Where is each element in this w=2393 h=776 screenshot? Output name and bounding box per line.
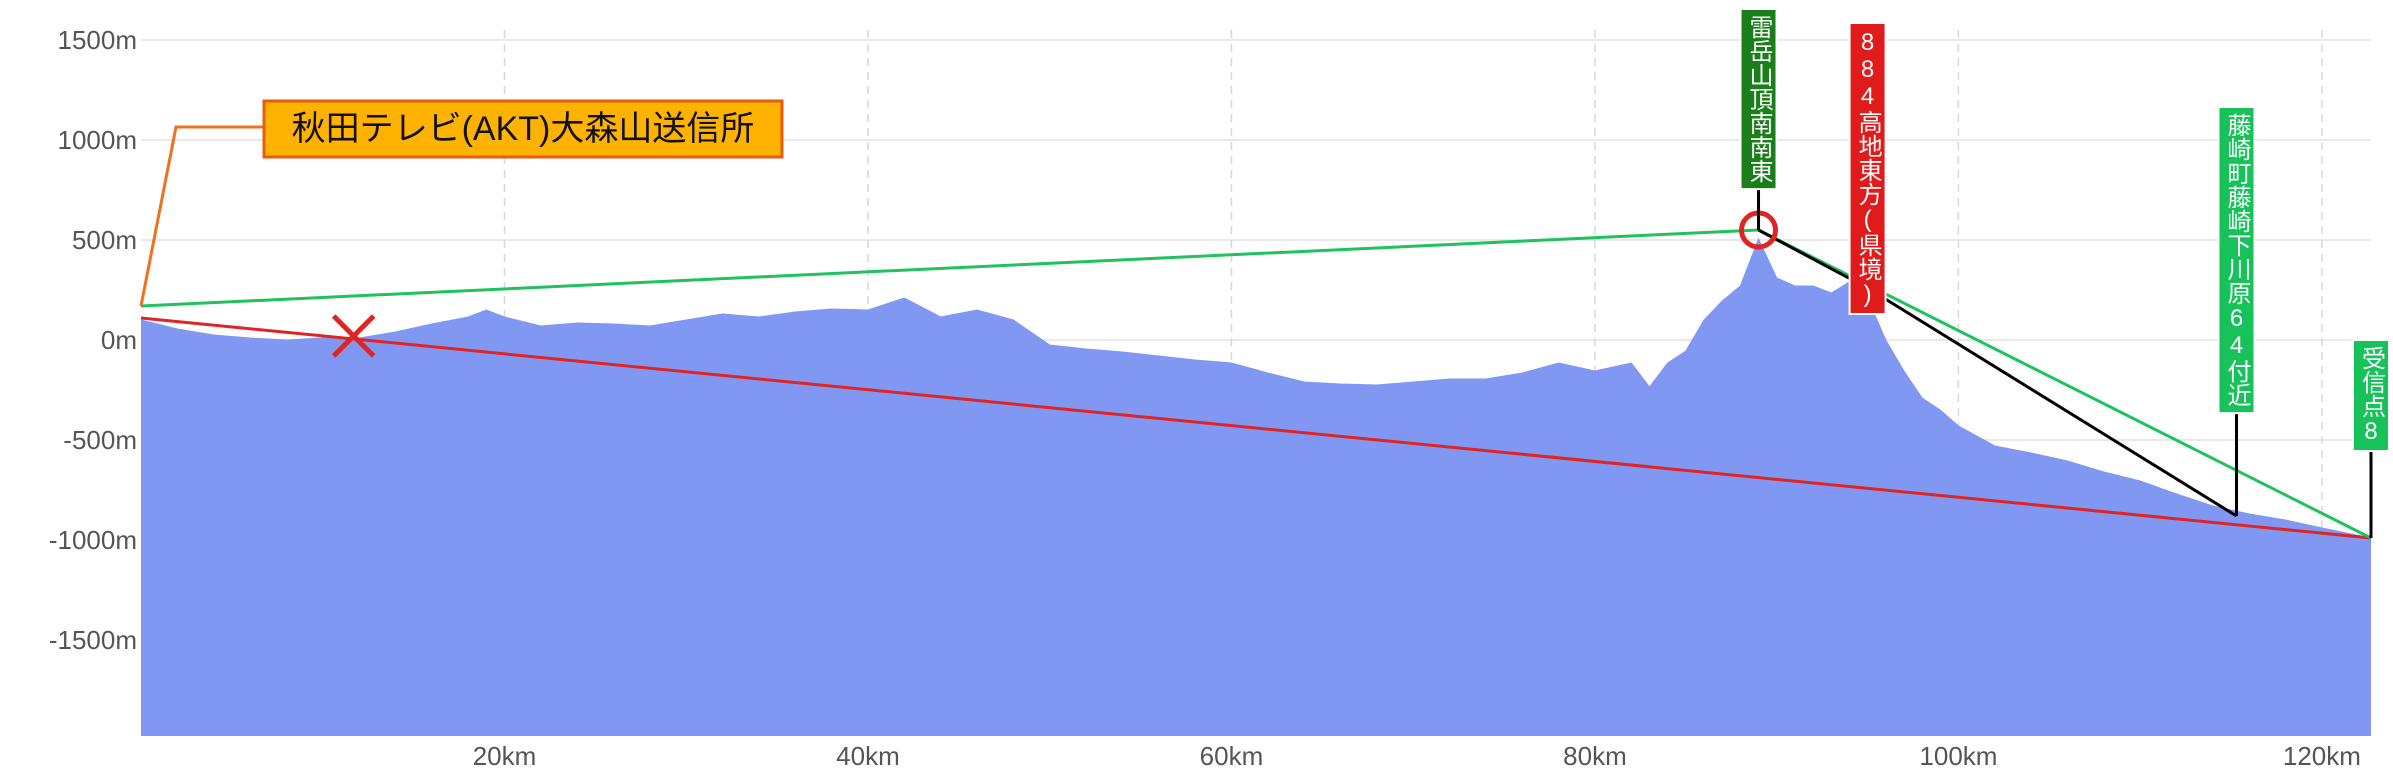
x-tick-label: 20km [473, 741, 537, 771]
cross-marker [331, 314, 376, 358]
label-box [2217, 106, 2256, 415]
x-tick-label: 80km [1563, 741, 1627, 771]
cross-stroke [331, 314, 376, 358]
y-tick-label: -500m [63, 425, 137, 455]
label-box [1848, 22, 1887, 315]
label-text: 雷岳山頂南南東 [1745, 15, 1773, 183]
label-box [2352, 339, 2390, 452]
label-text: 受信点8 [2358, 346, 2386, 445]
label-text: 秋田テレビ(AKT)大森山送信所 [292, 110, 755, 148]
label-box [1739, 8, 1778, 191]
label-text: 884高地東方(県境) [1854, 29, 1882, 308]
x-tick-label: 60km [1200, 741, 1264, 771]
x-tick-label: 100km [1919, 741, 1997, 771]
label-box [262, 99, 784, 159]
x-tick-label: 40km [836, 741, 900, 771]
x-tick-label: 120km [2283, 741, 2361, 771]
y-tick-label: 1000m [58, 125, 138, 155]
y-tick-label: -1000m [49, 525, 137, 555]
leader-line [139, 125, 264, 307]
y-tick-label: 0m [101, 325, 137, 355]
y-tick-label: -1500m [49, 625, 137, 655]
label-text: 藤崎町藤崎下川原64付近 [2223, 113, 2251, 407]
sight-line [140, 316, 2372, 540]
terrain-area [141, 239, 2371, 736]
y-tick-label: 1500m [58, 25, 138, 55]
y-tick-label: 500m [72, 225, 137, 255]
